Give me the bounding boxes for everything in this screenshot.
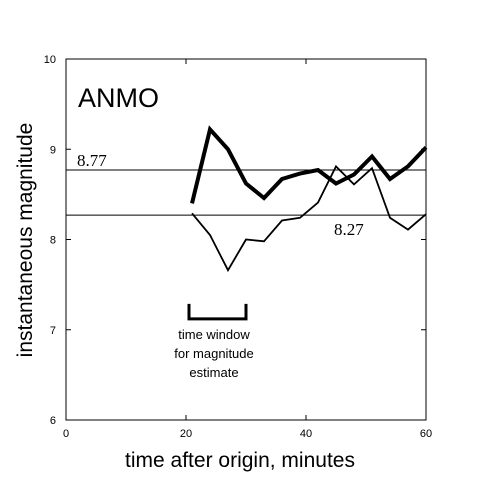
reference-label-upper: 8.77 [77, 151, 107, 170]
axis-tick-labels: 0 20 40 60 6 7 8 9 10 [44, 54, 432, 440]
y-axis-title: instantaneous magnitude [14, 123, 37, 358]
series-lines [190, 125, 428, 273]
x-tick-label: 60 [420, 428, 432, 440]
y-tick-label: 8 [50, 235, 56, 247]
y-tick-label: 9 [50, 144, 56, 156]
time-window-label-line-1: time window [178, 327, 250, 342]
reference-label-lower: 8.27 [334, 220, 364, 239]
y-tick-label: 6 [50, 415, 56, 427]
series-line-thin [191, 164, 427, 273]
y-tick-label: 7 [50, 325, 56, 337]
station-label: ANMO [78, 83, 159, 113]
time-window-label-line-2: for magnitude [174, 346, 254, 361]
time-window-bracket [187, 303, 248, 321]
time-window-label-line-3: estimate [189, 365, 238, 380]
series-line-thick [190, 125, 428, 204]
y-tick-label: 10 [44, 54, 56, 66]
x-tick-label: 0 [63, 428, 69, 440]
reference-lines [66, 169, 426, 216]
x-tick-label: 20 [180, 428, 192, 440]
x-tick-label: 40 [300, 428, 312, 440]
x-axis-title: time after origin, minutes [125, 449, 355, 472]
